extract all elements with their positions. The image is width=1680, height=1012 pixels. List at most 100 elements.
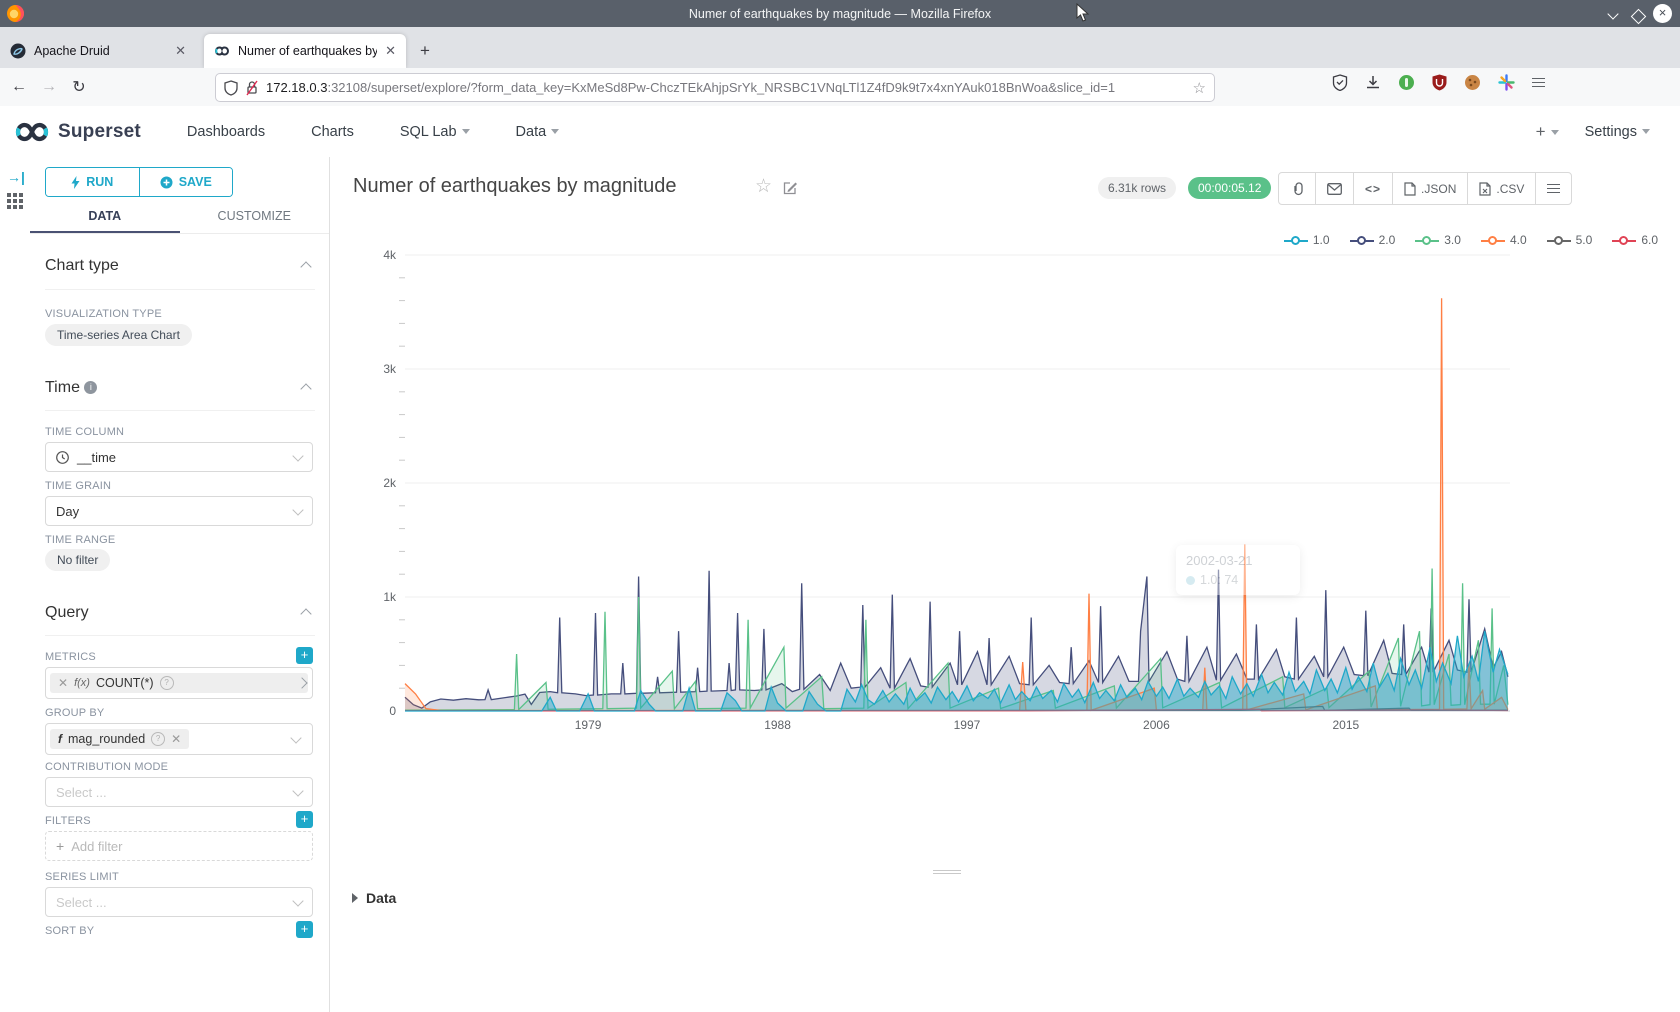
cookie-extension-icon[interactable] [1464, 74, 1481, 91]
ublock-icon[interactable] [1432, 74, 1447, 91]
tab-close-icon[interactable]: ✕ [385, 43, 396, 59]
tooltip-date: 2002-03-21 [1186, 553, 1290, 568]
section-time: Time i [45, 379, 315, 397]
tab-superset-explore[interactable]: Numer of earthquakes by ✕ [204, 34, 406, 68]
pocket-shield-icon[interactable] [1332, 74, 1348, 91]
series-limit-select[interactable]: Select ... [45, 887, 313, 917]
datasource-grid-icon[interactable] [7, 193, 23, 209]
add-metric-icon[interactable]: + [296, 647, 313, 664]
favorite-star-icon[interactable]: ☆ [755, 175, 772, 198]
file-icon [1404, 182, 1416, 196]
save-button[interactable]: SAVE [140, 168, 233, 196]
series-limit-label: SERIES LIMIT [45, 871, 119, 883]
column-fn-icon: f [58, 732, 62, 746]
browser-menu-icon[interactable] [1532, 75, 1545, 89]
nav-data[interactable]: Data [516, 124, 560, 140]
viz-type-pill[interactable]: Time-series Area Chart [45, 324, 192, 346]
run-save-button-group: RUN SAVE [45, 167, 233, 197]
tab-data[interactable]: DATA [30, 201, 180, 233]
legend-marker-icon [1284, 236, 1308, 245]
application-window: Numer of earthquakes by magnitude — Mozi… [0, 0, 1680, 1012]
run-button[interactable]: RUN [46, 168, 140, 196]
contribution-mode-label: CONTRIBUTION MODE [45, 761, 168, 773]
caret-right-icon [352, 893, 358, 903]
forward-icon[interactable]: → [34, 78, 64, 96]
info-icon: i [84, 381, 97, 394]
window-minimize-icon[interactable] [1607, 8, 1618, 19]
brand-name[interactable]: Superset [58, 121, 141, 143]
download-icon[interactable] [1365, 74, 1381, 91]
rows-badge: 6.31k rows [1098, 177, 1176, 199]
group-by-chip[interactable]: f mag_rounded ? ✕ [50, 729, 189, 749]
embed-code-button[interactable]: <> [1354, 173, 1393, 204]
nav-dashboards[interactable]: Dashboards [187, 124, 265, 140]
legend-marker-icon [1612, 236, 1636, 245]
svg-text:1979: 1979 [575, 718, 602, 732]
timeseries-area-chart[interactable]: 01k2k3k4k19791988199720062015 [330, 245, 1680, 765]
edit-icon[interactable] [782, 180, 798, 196]
chevron-down-icon [292, 504, 303, 515]
nav-sql-lab[interactable]: SQL Lab [400, 124, 470, 140]
section-chart-type: Chart type [45, 257, 315, 275]
superset-logo-icon [14, 120, 50, 144]
url-bar[interactable]: 172.18.0.3:32108/superset/explore/?form_… [215, 73, 1215, 102]
window-close-icon[interactable]: × [1653, 4, 1672, 23]
add-filter-plus-icon[interactable]: + [296, 811, 313, 828]
chart-menu-button[interactable] [1536, 173, 1571, 204]
tab-close-icon[interactable]: ✕ [175, 43, 186, 59]
svg-text:0: 0 [389, 704, 396, 718]
remove-metric-icon[interactable]: ✕ [58, 676, 68, 690]
reload-icon[interactable]: ↻ [64, 77, 94, 97]
panel-tabs: DATA CUSTOMIZE [30, 201, 329, 234]
sort-by-label: SORT BY [45, 925, 94, 937]
privacy-badger-icon[interactable] [1398, 74, 1415, 91]
plus-circle-icon [160, 176, 173, 189]
new-tab-icon[interactable]: + [420, 41, 430, 68]
control-panel: RUN SAVE DATA CUSTOMIZE Chart type VISUA… [30, 157, 330, 1012]
superset-favicon [214, 43, 230, 59]
contribution-mode-select[interactable]: Select ... [45, 777, 313, 807]
email-button[interactable] [1316, 173, 1354, 204]
metric-control[interactable]: ✕ f(x) COUNT(*) ? [45, 667, 313, 699]
window-title: Numer of earthquakes by magnitude — Mozi… [0, 7, 1680, 21]
add-sort-by-icon[interactable]: + [296, 921, 313, 938]
resize-handle[interactable] [933, 867, 961, 877]
time-range-pill[interactable]: No filter [45, 549, 110, 571]
back-icon[interactable]: ← [4, 78, 34, 96]
group-by-control[interactable]: f mag_rounded ? ✕ [45, 723, 313, 755]
time-column-select[interactable]: __time [45, 442, 313, 472]
tab-apache-druid[interactable]: Apache Druid ✕ [0, 34, 196, 68]
browser-tab-bar: Apache Druid ✕ Numer of earthquakes by ✕… [0, 27, 1680, 68]
time-grain-select[interactable]: Day [45, 496, 313, 526]
new-item-plus-button[interactable]: + [1536, 122, 1559, 142]
export-csv-button[interactable]: .CSV [1468, 173, 1536, 204]
metric-chip[interactable]: ✕ f(x) COUNT(*) ? [50, 673, 308, 693]
chart-actions-group: <> .JSON .CSV [1278, 172, 1572, 205]
nav-settings[interactable]: Settings [1585, 124, 1650, 140]
svg-text:1k: 1k [383, 590, 397, 604]
filters-label: FILTERS [45, 815, 91, 827]
add-filter-box[interactable]: +Add filter [45, 831, 313, 861]
viz-type-label: VISUALIZATION TYPE [45, 308, 162, 320]
section-query: Query [45, 604, 315, 622]
chart-panel: Numer of earthquakes by magnitude ☆ 6.31… [330, 157, 1680, 1012]
tracking-shield-icon[interactable] [224, 80, 238, 96]
svg-text:1997: 1997 [954, 718, 981, 732]
insecure-lock-icon[interactable] [245, 80, 259, 96]
collapse-panel-icon[interactable]: →| [7, 169, 25, 185]
data-section-toggle[interactable]: Data [352, 890, 396, 906]
pinwheel-extension-icon[interactable] [1498, 74, 1515, 91]
nav-charts[interactable]: Charts [311, 124, 354, 140]
link-icon [1290, 181, 1304, 196]
code-icon: <> [1365, 182, 1381, 196]
bookmark-star-icon[interactable]: ☆ [1193, 79, 1206, 97]
remove-group-by-icon[interactable]: ✕ [171, 732, 181, 746]
export-json-button[interactable]: .JSON [1393, 173, 1468, 204]
envelope-icon [1327, 183, 1342, 195]
chart-tooltip: 2002-03-21 1.0: 74 [1176, 545, 1300, 595]
svg-text:4k: 4k [383, 248, 397, 262]
chart-title: Numer of earthquakes by magnitude [353, 175, 677, 198]
copy-link-button[interactable] [1279, 173, 1316, 204]
tab-customize[interactable]: CUSTOMIZE [180, 201, 330, 233]
legend-marker-icon [1350, 236, 1374, 245]
